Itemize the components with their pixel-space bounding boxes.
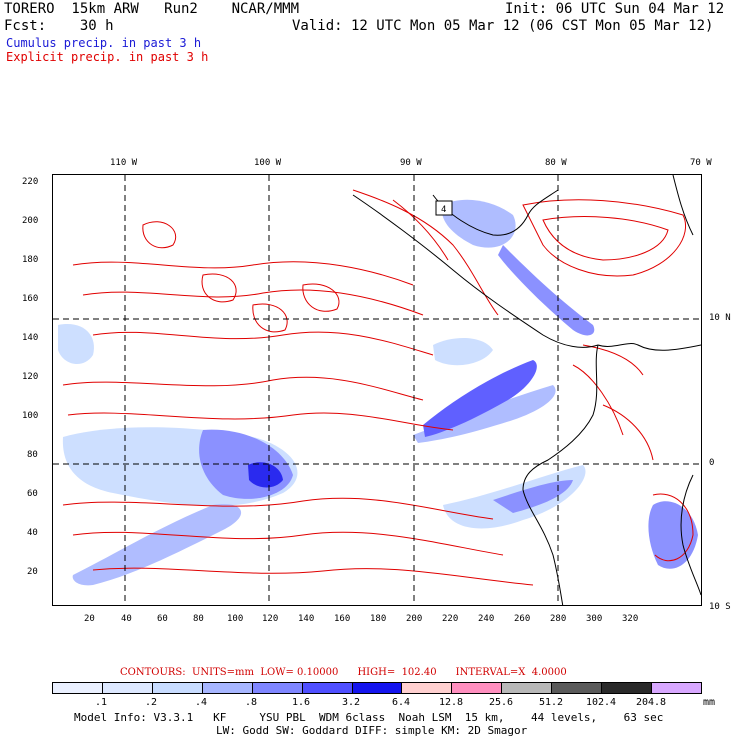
x-tick: 60 (157, 614, 168, 624)
x-tick: 80 (193, 614, 204, 624)
color-cell (452, 683, 503, 693)
y-tick: 80 (27, 450, 38, 460)
scale-label: .1 (94, 697, 108, 708)
precip-area-mid (433, 338, 493, 366)
color-cell (152, 683, 203, 693)
lon-label-110w: 110 W (110, 158, 138, 168)
lon-label-100w: 100 W (254, 158, 282, 168)
scale-label: 12.8 (438, 697, 464, 708)
lat-label-10n: 10 N (709, 313, 731, 323)
x-tick: 200 (406, 614, 423, 624)
y-tick: 40 (27, 528, 38, 538)
scale-label: 3.2 (341, 697, 361, 708)
x-tick: 260 (514, 614, 531, 624)
y-tick: 220 (22, 177, 39, 187)
x-tick: 220 (442, 614, 459, 624)
scale-unit: mm (702, 697, 716, 708)
lat-label-0: 0 (709, 458, 715, 468)
y-tick: 20 (27, 567, 38, 577)
init-time: Init: 06 UTC Sun 04 Mar 12 (505, 1, 725, 17)
color-cell (252, 683, 303, 693)
color-cell (302, 683, 353, 693)
cumulus-precip-areas (58, 199, 698, 586)
map-canvas: 4 (53, 175, 701, 605)
color-cell (652, 683, 701, 693)
x-tick: 140 (298, 614, 315, 624)
x-tick: 280 (550, 614, 567, 624)
color-cell (402, 683, 453, 693)
x-tick: 100 (227, 614, 244, 624)
x-tick: 40 (121, 614, 132, 624)
scale-label: 25.6 (488, 697, 514, 708)
color-cell (202, 683, 253, 693)
lon-label-70w: 70 W (690, 158, 712, 168)
precip-area-far-east (648, 501, 698, 569)
scale-label: 102.4 (585, 697, 617, 708)
lon-label-90w: 90 W (400, 158, 422, 168)
color-cell (352, 683, 403, 693)
x-tick: 20 (84, 614, 95, 624)
x-tick: 320 (622, 614, 639, 624)
coastlines (352, 175, 701, 605)
color-cell (502, 683, 553, 693)
precip-core-dark (248, 462, 283, 488)
inset-box (435, 200, 453, 216)
scale-label: 6.4 (391, 697, 411, 708)
inset-label: 4 (441, 205, 446, 215)
x-tick: 180 (370, 614, 387, 624)
physics-info: LW: Godd SW: Goddard DIFF: simple KM: 2D… (216, 724, 528, 737)
explicit-legend: Explicit precip. in past 3 h (6, 50, 209, 64)
lat-label-10s: 10 S (709, 602, 731, 612)
y-tick: 120 (22, 372, 39, 382)
y-tick: 160 (22, 294, 39, 304)
scale-label: 204.8 (635, 697, 667, 708)
scale-label: .2 (144, 697, 158, 708)
precip-band-north (442, 199, 516, 248)
precip-band-south (72, 504, 242, 586)
x-tick: 160 (334, 614, 351, 624)
forecast-hour: Fcst: 30 h (4, 18, 114, 34)
color-cell (102, 683, 153, 693)
color-cell (552, 683, 603, 693)
precip-band-central (423, 360, 537, 437)
model-title: TORERO 15km ARW Run2 NCAR/MMM (4, 1, 300, 17)
y-tick: 180 (22, 255, 39, 265)
scale-label: .8 (244, 697, 258, 708)
precip-map: 4 (52, 174, 702, 606)
lat-lon-grid (53, 175, 701, 605)
explicit-precip-contours (62, 189, 694, 586)
y-tick: 140 (22, 333, 39, 343)
color-cell (53, 683, 103, 693)
color-cell (602, 683, 653, 693)
contours-legend: CONTOURS: UNITS=mm LOW= 0.10000 HIGH= 10… (120, 667, 567, 678)
lon-label-80w: 80 W (545, 158, 567, 168)
precip-area-west-edge (58, 324, 94, 365)
scale-label: 51.2 (538, 697, 564, 708)
scale-label: 1.6 (291, 697, 311, 708)
x-tick: 240 (478, 614, 495, 624)
model-info: Model Info: V3.3.1 KF YSU PBL WDM 6class… (74, 711, 664, 724)
cumulus-legend: Cumulus precip. in past 3 h (6, 36, 202, 50)
y-tick: 200 (22, 216, 39, 226)
precip-band-se-core (493, 480, 573, 513)
precip-band-coast (498, 245, 595, 336)
scale-label: .4 (194, 697, 208, 708)
y-tick: 60 (27, 489, 38, 499)
y-tick: 100 (22, 411, 39, 421)
x-tick: 120 (262, 614, 279, 624)
x-tick: 300 (586, 614, 603, 624)
valid-time: Valid: 12 UTC Mon 05 Mar 12 (06 CST Mon … (292, 18, 714, 34)
color-scale (52, 682, 702, 694)
